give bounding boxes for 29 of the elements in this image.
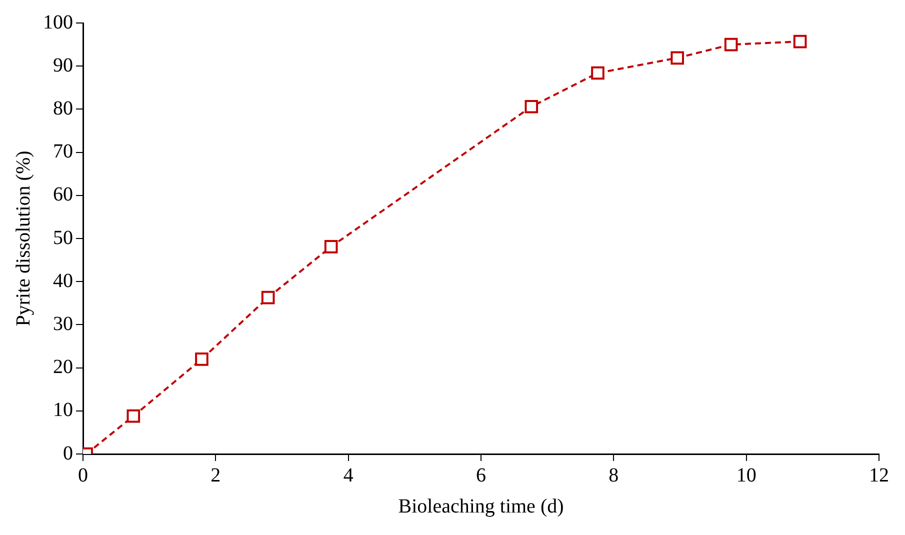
y-axis-title: Pyrite dissolution (%) — [12, 150, 34, 326]
point — [324, 240, 338, 254]
point — [793, 34, 807, 48]
y-tick-label: 90 — [53, 54, 73, 76]
y-tick-label: 40 — [53, 270, 73, 292]
point — [670, 51, 684, 65]
point — [126, 409, 140, 423]
y-tick-label: 70 — [53, 140, 73, 163]
x-tick-label: 10 — [736, 464, 756, 486]
point — [724, 38, 738, 52]
y-tick-label: 100 — [43, 11, 73, 34]
x-tick-label: 8 — [608, 464, 619, 486]
point — [524, 100, 538, 114]
x-tick-label: 0 — [78, 464, 88, 486]
x-tick-label: 12 — [869, 464, 889, 486]
x-tick-label: 6 — [476, 464, 486, 486]
y-tick-label: 0 — [63, 442, 73, 464]
x-tick-label: 4 — [343, 464, 354, 486]
y-tick-label: 80 — [53, 97, 73, 120]
y-tick-label: 30 — [53, 312, 73, 335]
y-tick-label: 60 — [53, 184, 73, 206]
y-tick-label: 20 — [53, 356, 73, 378]
y-tick-label: 50 — [53, 226, 73, 249]
point — [591, 66, 604, 80]
point — [261, 290, 275, 304]
y-tick-label: 10 — [53, 399, 73, 422]
x-tick-label: 2 — [210, 464, 221, 486]
point — [195, 352, 208, 366]
x-axis-title: Bioleaching time (d) — [398, 495, 564, 518]
